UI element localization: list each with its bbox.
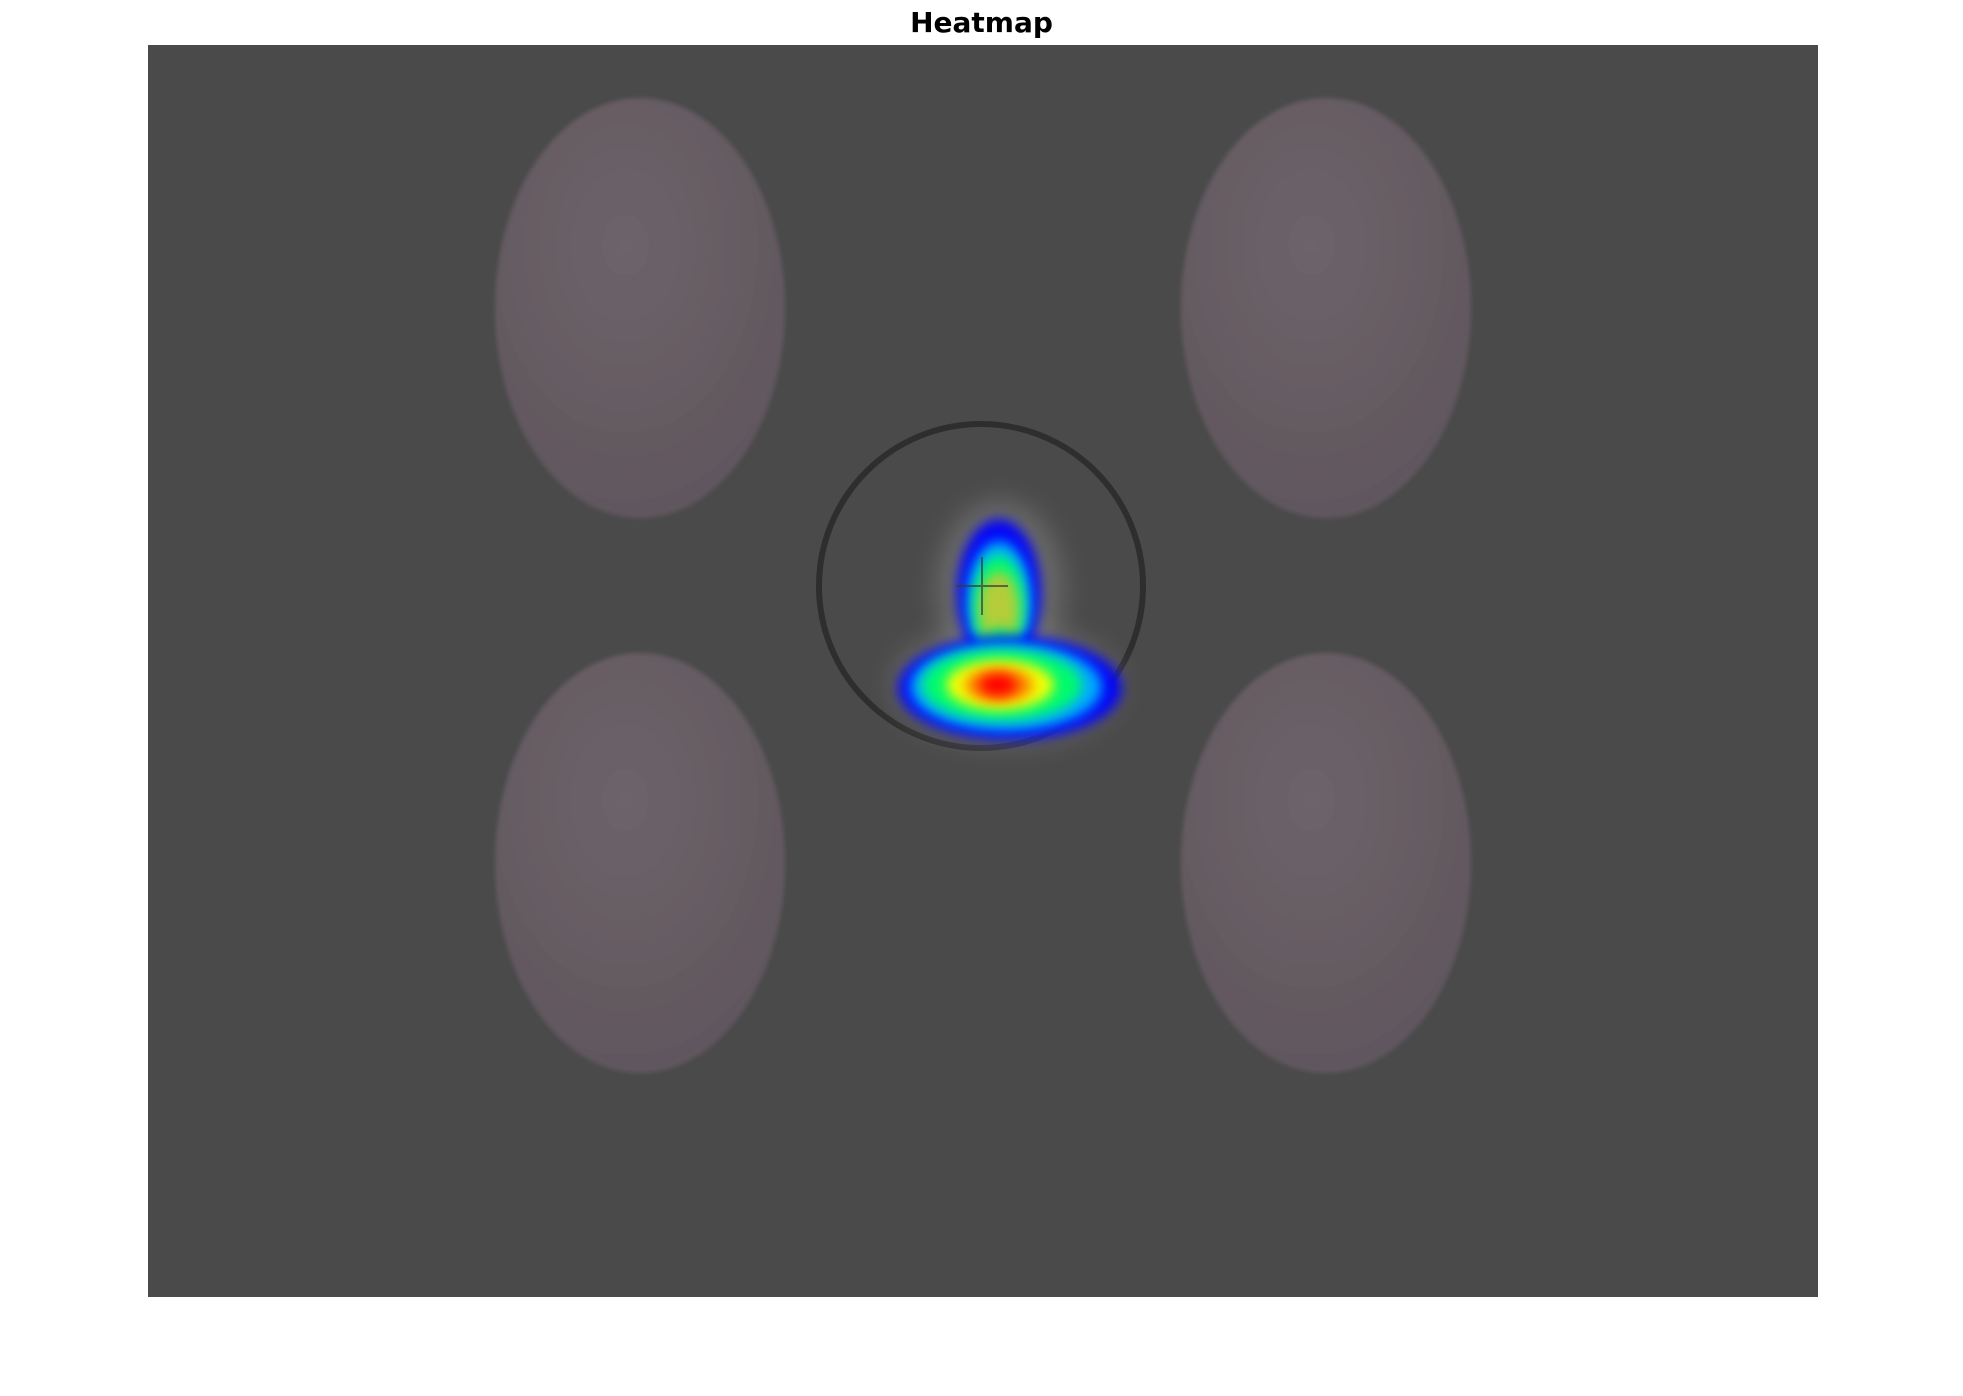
fixation-cross [956,557,1008,615]
chart-title: Heatmap [910,6,1053,39]
fixation-ring [816,421,1146,751]
upper-hotspot-yellow [979,572,1019,648]
heatmap-plot [148,45,1818,1297]
face-bottom-right [1181,653,1471,1073]
face-top-left [495,98,785,518]
face-bottom-left [495,653,785,1073]
lower-hotspot-red [979,674,1017,696]
heat-layer [894,502,1122,743]
face-top-right [1181,98,1471,518]
stimuli-layer [495,98,1471,1073]
